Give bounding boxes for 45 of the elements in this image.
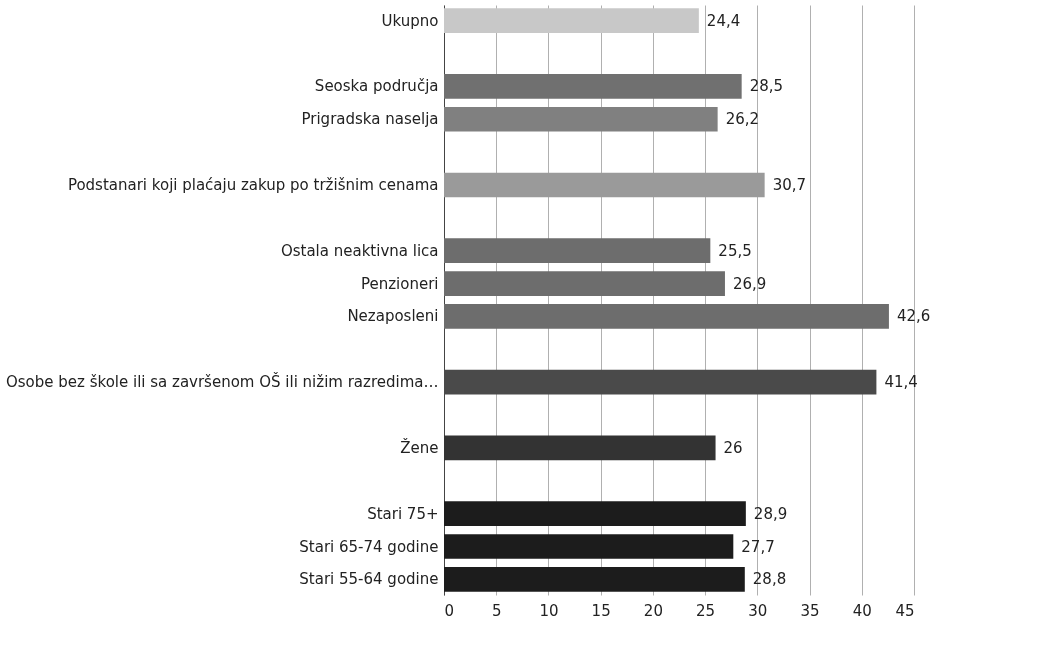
y-tick-label: Podstanari koji plaćaju zakup po tržišnim cenama (67, 175, 439, 194)
y-tick-label: Ostala neaktivna lica (280, 241, 439, 260)
bar (444, 534, 734, 559)
y-tick-label: Prigradska naselja (301, 110, 439, 129)
data-label: 26,9 (732, 274, 767, 293)
y-tick-label: Stari 75+ (367, 504, 439, 523)
data-label: 26 (723, 438, 743, 457)
x-tick-label: 45 (895, 601, 915, 620)
y-tick-label: Stari 65-74 godine (299, 537, 439, 556)
y-tick-label: Osobe bez škole ili sa završenom OŠ ili nižim razredima… (5, 372, 439, 392)
x-tick-label: 30 (748, 601, 768, 620)
y-tick-label: Ukupno (381, 11, 439, 30)
bar (444, 106, 718, 132)
data-label: 42,6 (896, 307, 931, 326)
bar (444, 172, 765, 198)
y-tick-label: Nezaposleni (347, 307, 439, 326)
y-tick-label: Žene (400, 437, 439, 457)
x-tick-label: 0 (444, 601, 455, 620)
y-tick-label: Penzioneri (360, 274, 439, 293)
data-label: 28,5 (749, 77, 784, 96)
data-label: 24,4 (706, 11, 741, 30)
bar (444, 304, 889, 329)
x-tick-label: 20 (643, 601, 663, 620)
data-label: 41,4 (884, 373, 918, 392)
x-tick-label: 35 (800, 601, 820, 620)
bar (444, 501, 746, 526)
bar (444, 567, 745, 592)
bar (444, 238, 711, 264)
data-label: 28,8 (752, 570, 787, 589)
x-tick-label: 15 (591, 601, 611, 620)
x-tick-label: 5 (491, 601, 502, 620)
bar (444, 8, 699, 33)
bar (444, 74, 742, 99)
bar (444, 271, 725, 296)
data-label: 25,5 (718, 241, 752, 260)
y-tick-label: Stari 55-64 godine (299, 570, 439, 589)
data-label: 27,7 (741, 537, 775, 556)
x-tick-label: 10 (539, 601, 559, 620)
x-tick-label: 40 (852, 601, 872, 620)
y-tick-label: Seoska područja (314, 77, 439, 96)
x-tick-label: 25 (696, 601, 716, 620)
data-label: 30,7 (772, 175, 807, 194)
bar (444, 435, 716, 461)
data-label: 28,9 (753, 504, 788, 523)
data-label: 26,2 (725, 110, 760, 129)
